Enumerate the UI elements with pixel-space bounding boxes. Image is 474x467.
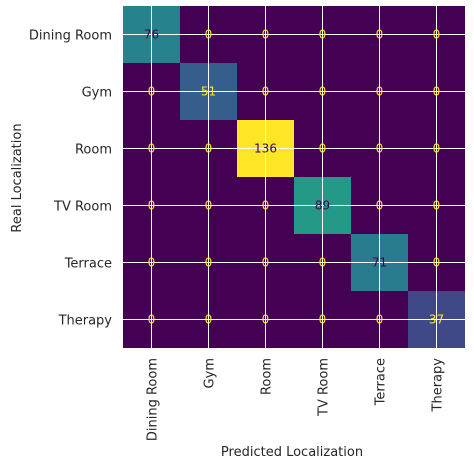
y-tick-label: Gym — [82, 86, 112, 101]
cell-value-label: 0 — [262, 256, 270, 270]
cell-value-label: 0 — [205, 199, 213, 213]
cell-value-label: 0 — [148, 142, 156, 156]
cell-value-label: 0 — [433, 85, 441, 99]
y-axis-label: Real Localization — [10, 123, 25, 232]
y-tick-labels: Dining Room Gym Room TV Room Terrace Therapy — [29, 29, 112, 329]
cell-value-label: 0 — [205, 313, 213, 327]
x-tick-label: Terrace — [374, 358, 389, 406]
cell-value-label: 0 — [148, 256, 156, 270]
cell-value-label: 0 — [433, 256, 441, 270]
cell-value-label: 0 — [205, 28, 213, 42]
cell-value-label: 71 — [372, 256, 387, 270]
y-tick-label: Therapy — [58, 314, 113, 329]
y-tick-label: Room — [75, 143, 112, 158]
cell-value-label: 0 — [319, 256, 327, 270]
cell-value-label: 0 — [319, 142, 327, 156]
cell-value-label: 51 — [201, 85, 216, 99]
cell-value-label: 0 — [433, 199, 441, 213]
grid-lines — [123, 6, 465, 348]
cell-value-labels: 76 0 0 0 0 0 0 51 0 0 0 0 0 0 136 0 0 0 0 0 0 89 0 0 0 0 0 0 71 0 0 0 0 0… — [144, 28, 444, 327]
cell-value-label: 0 — [148, 85, 156, 99]
y-tick-label: Dining Room — [29, 29, 112, 44]
cell-value-label: 0 — [205, 256, 213, 270]
cell-value-label: 0 — [262, 313, 270, 327]
cell-value-label: 136 — [254, 142, 277, 156]
x-tick-label: TV Room — [317, 358, 332, 417]
cell-value-label: 0 — [376, 85, 384, 99]
y-tick-label: Terrace — [64, 257, 112, 272]
cell-value-label: 0 — [148, 313, 156, 327]
heatmap-cells — [123, 6, 465, 348]
cell-value-label: 0 — [376, 199, 384, 213]
x-tick-label: Therapy — [431, 358, 446, 413]
x-tick-label: Room — [260, 358, 275, 395]
cell-value-label: 0 — [319, 313, 327, 327]
x-tick-label: Gym — [203, 358, 218, 388]
cell-value-label: 76 — [144, 28, 159, 42]
cell-value-label: 0 — [262, 28, 270, 42]
x-axis-label: Predicted Localization — [221, 445, 363, 460]
cell-value-label: 0 — [433, 142, 441, 156]
cell-value-label: 37 — [429, 313, 444, 327]
cell-value-label: 0 — [376, 313, 384, 327]
cell-value-label: 0 — [319, 28, 327, 42]
cell-value-label: 0 — [319, 85, 327, 99]
cell-value-label: 0 — [262, 85, 270, 99]
cell-value-label: 0 — [433, 28, 441, 42]
cell-value-label: 0 — [205, 142, 213, 156]
cell-value-label: 0 — [148, 199, 156, 213]
cell-value-label: 0 — [376, 142, 384, 156]
y-tick-label: TV Room — [53, 200, 112, 215]
cell-value-label: 0 — [376, 28, 384, 42]
cell-value-label: 0 — [262, 199, 270, 213]
x-tick-label: Dining Room — [146, 358, 161, 441]
cell-value-label: 89 — [315, 199, 330, 213]
x-tick-labels: Dining Room Gym Room TV Room Terrace Therapy — [146, 358, 446, 441]
